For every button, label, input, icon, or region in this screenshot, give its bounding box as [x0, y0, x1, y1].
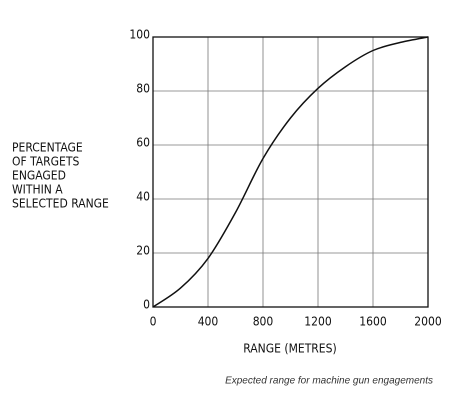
x-axis-label: RANGE (METRES) — [243, 342, 336, 356]
data-line — [152, 36, 429, 308]
y-axis-label-line: PERCENTAGE — [12, 141, 83, 155]
y-tick-label: 60 — [136, 136, 150, 150]
y-axis-label-line: SELECTED RANGE — [12, 197, 109, 211]
y-tick-label: 40 — [136, 190, 150, 204]
x-tick-label: 800 — [253, 315, 274, 329]
x-tick-label: 2000 — [414, 315, 442, 329]
x-tick-label: 400 — [198, 315, 219, 329]
y-tick-label: 100 — [129, 28, 150, 42]
y-axis-label-line: WITHIN A — [12, 183, 63, 197]
x-tick-label: 1200 — [304, 315, 332, 329]
y-tick-label: 80 — [136, 82, 150, 96]
caption: Expected range for machine gun engagemen… — [225, 376, 433, 387]
x-tick-label: 0 — [150, 315, 157, 329]
y-tick-label: 20 — [136, 244, 150, 258]
y-axis-label-line: OF TARGETS — [12, 155, 79, 169]
x-tick-label: 1600 — [359, 315, 387, 329]
y-axis-label-line: ENGAGED — [12, 169, 66, 183]
y-tick-label: 0 — [143, 298, 150, 312]
plot-frame — [152, 36, 429, 308]
